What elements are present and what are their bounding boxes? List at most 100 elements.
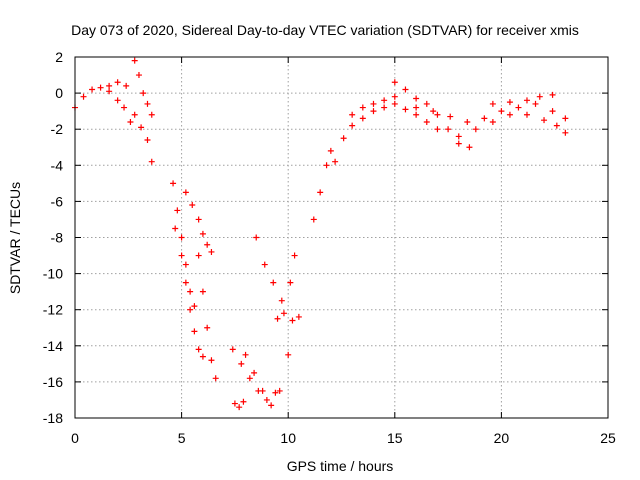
data-point xyxy=(541,117,548,124)
data-point xyxy=(381,97,388,104)
data-point xyxy=(515,104,522,111)
data-point xyxy=(199,353,206,360)
data-point xyxy=(80,93,87,100)
y-tick-label: -10 xyxy=(43,266,63,282)
data-point xyxy=(261,261,268,268)
data-point xyxy=(268,402,275,409)
data-point xyxy=(199,230,206,237)
series-track-s xyxy=(455,111,569,140)
data-point xyxy=(434,126,441,133)
series-track-k xyxy=(242,351,292,409)
data-point xyxy=(191,303,198,310)
data-point xyxy=(236,404,243,411)
data-point xyxy=(402,86,409,93)
data-point xyxy=(549,108,556,115)
series-track-j xyxy=(229,346,279,403)
data-point xyxy=(229,346,236,353)
x-tick-label: 20 xyxy=(494,430,510,446)
data-point xyxy=(148,158,155,165)
series-track-l xyxy=(253,234,298,304)
data-point xyxy=(532,100,539,107)
y-axis-title: SDTVAR / TECUs xyxy=(7,182,23,294)
chart-title: Day 073 of 2020, Sidereal Day-to-day VTE… xyxy=(71,22,579,38)
x-axis-title: GPS time / hours xyxy=(287,458,394,474)
data-point xyxy=(140,90,147,97)
data-point xyxy=(144,137,151,144)
data-point xyxy=(253,234,260,241)
data-point xyxy=(231,400,238,407)
series-track-h xyxy=(195,252,219,382)
data-point xyxy=(97,84,104,91)
data-point xyxy=(195,216,202,223)
data-point xyxy=(310,216,317,223)
data-point xyxy=(323,162,330,169)
series-track-d xyxy=(131,111,155,165)
data-point xyxy=(295,313,302,320)
data-point xyxy=(430,108,437,115)
data-point xyxy=(127,118,134,125)
data-point xyxy=(135,72,142,79)
data-point xyxy=(423,100,430,107)
series-track-b xyxy=(106,88,134,125)
data-point xyxy=(549,91,556,98)
y-tick-label: 0 xyxy=(55,85,63,101)
data-point xyxy=(178,252,185,259)
data-point xyxy=(242,351,249,358)
y-tick-label: -18 xyxy=(43,410,63,426)
data-point xyxy=(402,106,409,113)
data-point xyxy=(523,111,530,118)
y-tick-label: -14 xyxy=(43,338,63,354)
series-track-t xyxy=(489,91,556,107)
series-track-p xyxy=(349,100,441,133)
data-point xyxy=(359,115,366,122)
data-point xyxy=(553,122,560,129)
data-point xyxy=(212,375,219,382)
data-point xyxy=(182,279,189,286)
data-point xyxy=(506,111,513,118)
data-point xyxy=(536,93,543,100)
series-track-q xyxy=(391,79,473,151)
data-point xyxy=(106,82,113,89)
data-point xyxy=(381,104,388,111)
y-tick-label: -12 xyxy=(43,302,63,318)
data-point xyxy=(238,360,245,367)
data-point xyxy=(276,387,283,394)
data-point xyxy=(172,225,179,232)
data-point xyxy=(423,118,430,125)
data-point xyxy=(317,189,324,196)
plot-frame xyxy=(74,56,609,419)
data-point xyxy=(138,124,145,131)
data-point xyxy=(187,288,194,295)
data-point xyxy=(498,108,505,115)
x-tick-label: 10 xyxy=(280,430,296,446)
y-tick-label: -4 xyxy=(51,157,64,173)
data-point xyxy=(447,113,454,120)
data-point xyxy=(370,100,377,107)
x-tick-label: 15 xyxy=(387,430,403,446)
data-point xyxy=(263,396,270,403)
data-point xyxy=(349,111,356,118)
data-point xyxy=(178,234,185,241)
data-point xyxy=(291,252,298,259)
data-point xyxy=(144,100,151,107)
data-point xyxy=(189,202,196,209)
data-point xyxy=(562,115,569,122)
x-tick-label: 25 xyxy=(600,430,616,446)
data-point xyxy=(413,95,420,102)
data-point xyxy=(251,369,258,376)
data-point xyxy=(182,189,189,196)
series-track-e xyxy=(170,180,198,310)
data-point xyxy=(106,88,113,95)
series-track-n xyxy=(310,147,334,223)
data-point xyxy=(489,100,496,107)
data-point xyxy=(274,315,281,322)
data-point xyxy=(114,97,121,104)
data-point xyxy=(208,248,215,255)
series-track-f xyxy=(172,225,206,360)
data-point xyxy=(489,118,496,125)
data-point xyxy=(240,398,247,405)
data-point xyxy=(148,111,155,118)
data-point xyxy=(195,252,202,259)
x-tick-label: 5 xyxy=(178,430,186,446)
